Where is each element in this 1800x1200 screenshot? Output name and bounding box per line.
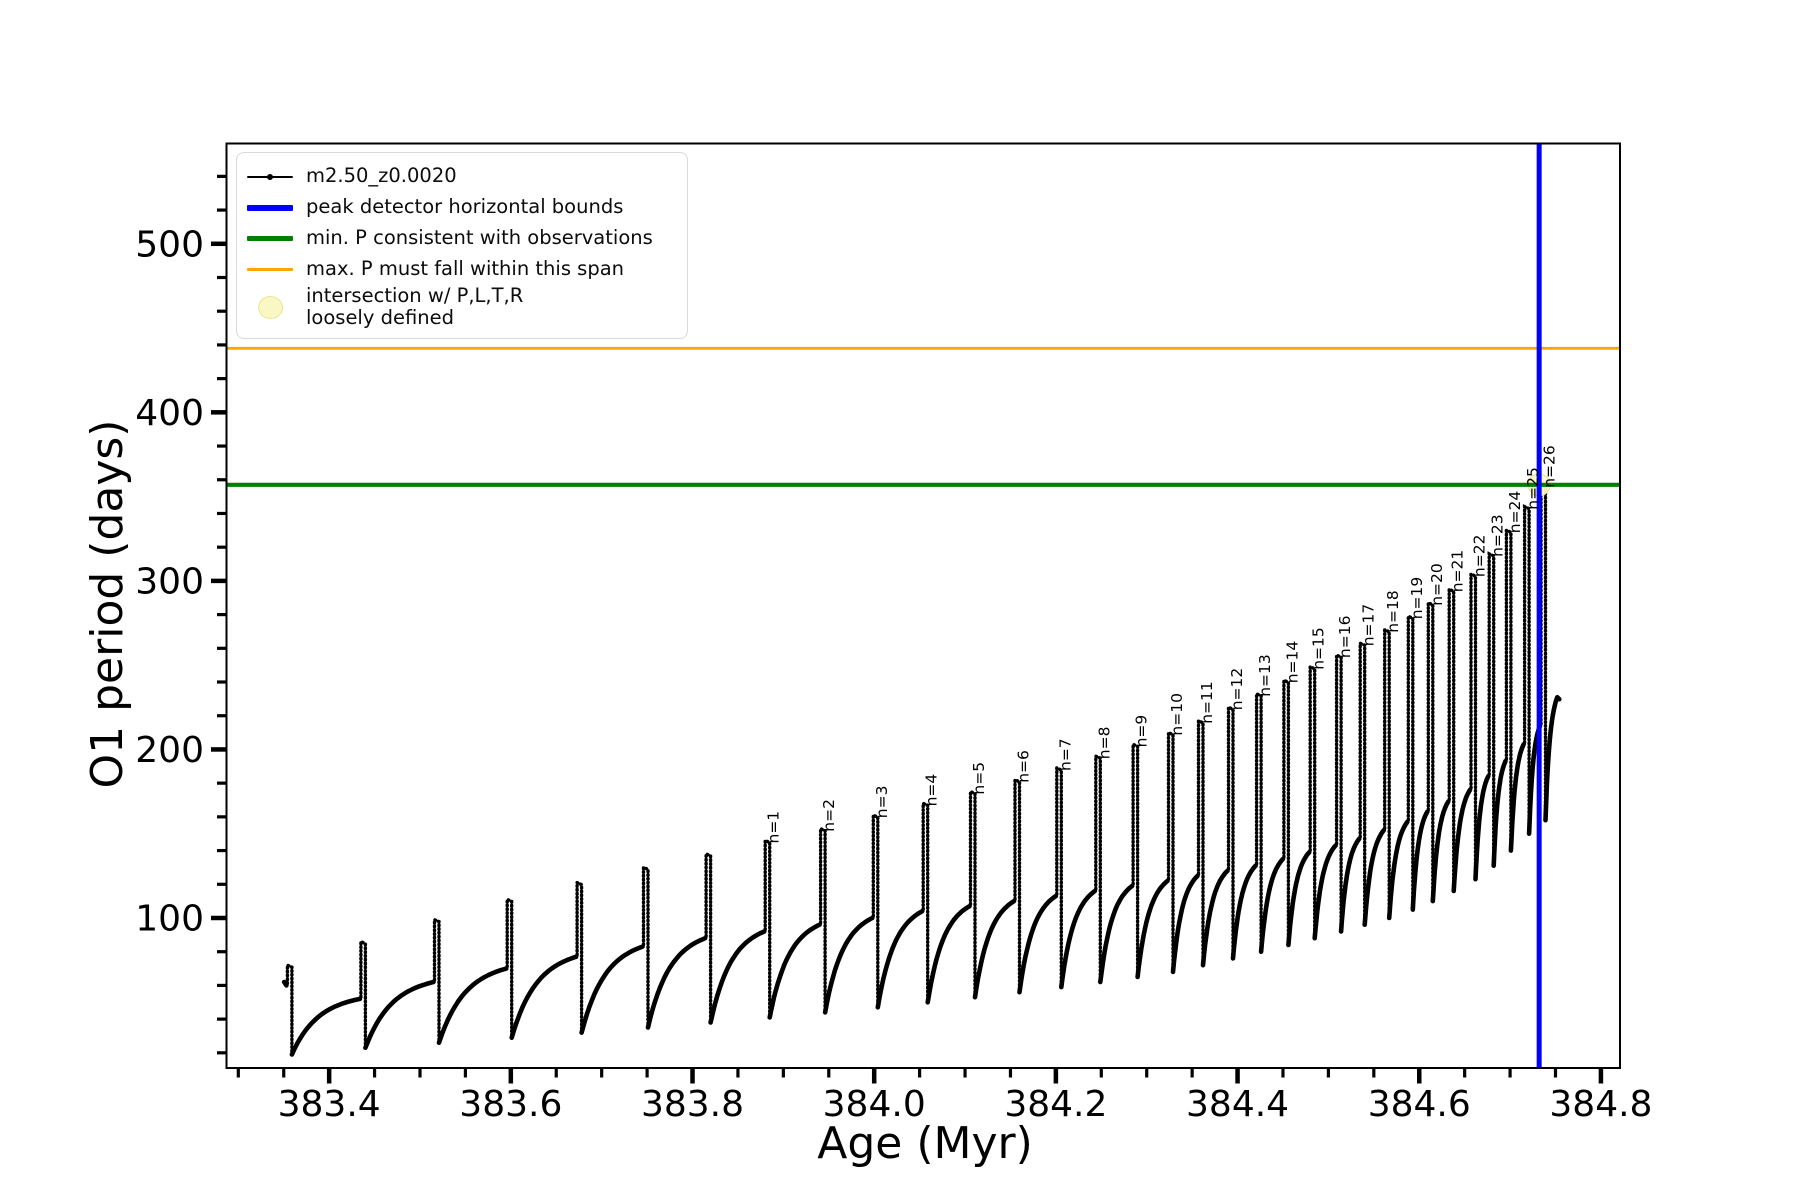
spike-label-n3: n=3 bbox=[873, 786, 891, 819]
spike-label-n25: n=25 bbox=[1524, 467, 1542, 510]
x-tick-label: 383.4 bbox=[278, 1084, 381, 1125]
line-swatch bbox=[247, 236, 293, 241]
spike-label-n14: n=14 bbox=[1283, 641, 1301, 684]
spike-label-n12: n=12 bbox=[1228, 668, 1246, 711]
legend-item-0: m2.50_z0.0020 bbox=[247, 161, 675, 192]
legend-item-4: intersection w/ P,L,T,R loosely defined bbox=[247, 284, 675, 330]
spike-label-n1: n=1 bbox=[765, 811, 783, 844]
legend-label: min. P consistent with observations bbox=[306, 226, 653, 250]
legend-label: intersection w/ P,L,T,R loosely defined bbox=[306, 284, 524, 330]
plot-spines bbox=[225, 142, 1621, 1069]
spike-label-n19: n=19 bbox=[1408, 577, 1426, 620]
x-tick-label: 384.8 bbox=[1549, 1084, 1652, 1125]
legend-item-2: min. P consistent with observations bbox=[247, 223, 675, 254]
legend-item-1: peak detector horizontal bounds bbox=[247, 192, 675, 223]
spike-label-n20: n=20 bbox=[1428, 563, 1446, 606]
spike-label-n9: n=9 bbox=[1133, 715, 1151, 748]
swatch-line bbox=[247, 268, 293, 271]
spike-label-n18: n=18 bbox=[1384, 590, 1402, 633]
spike-label-n15: n=15 bbox=[1310, 627, 1328, 670]
line-swatch bbox=[247, 268, 293, 271]
swatch-line bbox=[247, 204, 293, 211]
spike-label-n17: n=17 bbox=[1360, 604, 1378, 647]
spike-label-n11: n=11 bbox=[1198, 681, 1216, 724]
x-tick-label: 383.6 bbox=[459, 1084, 562, 1125]
spike-label-n7: n=7 bbox=[1056, 738, 1074, 771]
legend-label: m2.50_z0.0020 bbox=[306, 164, 457, 188]
y-tick-label: 200 bbox=[135, 730, 204, 771]
y-tick-label: 500 bbox=[135, 224, 204, 265]
data-curve bbox=[281, 694, 1562, 1057]
swatch-dot-marker bbox=[267, 173, 273, 180]
x-axis-label: Age (Myr) bbox=[817, 1118, 1033, 1169]
legend-label: max. P must fall within this span bbox=[306, 257, 625, 281]
spike-label-n4: n=4 bbox=[923, 774, 941, 807]
spike-label-n24: n=24 bbox=[1506, 491, 1524, 534]
y-axis-label: O1 period (days) bbox=[82, 419, 133, 789]
x-tick-label: 384.4 bbox=[1186, 1084, 1289, 1125]
spike-label-n13: n=13 bbox=[1256, 654, 1274, 697]
y-tick-label: 400 bbox=[135, 393, 204, 434]
legend-item-3: max. P must fall within this span bbox=[247, 254, 675, 285]
spike-label-n16: n=16 bbox=[1336, 616, 1354, 659]
spike-label-n2: n=2 bbox=[820, 799, 838, 832]
spike-label-n26: n=26 bbox=[1541, 445, 1559, 488]
swatch-marker bbox=[257, 295, 283, 319]
series-line-dot-swatch bbox=[247, 173, 293, 180]
spike-label-n6: n=6 bbox=[1015, 750, 1033, 783]
yellow-circle-swatch bbox=[247, 295, 293, 319]
spike-label-n23: n=23 bbox=[1489, 514, 1507, 557]
x-tick-label: 383.8 bbox=[641, 1084, 744, 1125]
spike-label-n22: n=22 bbox=[1471, 535, 1489, 578]
data-spikes bbox=[285, 482, 1548, 1057]
spike-label-n10: n=10 bbox=[1168, 693, 1186, 736]
x-tick-label: 384.0 bbox=[823, 1084, 926, 1125]
legend-label: peak detector horizontal bounds bbox=[306, 195, 624, 219]
x-tick-label: 384.6 bbox=[1368, 1084, 1471, 1125]
spike-label-n8: n=8 bbox=[1095, 727, 1113, 760]
spike-label-n21: n=21 bbox=[1449, 550, 1467, 593]
line-swatch bbox=[247, 204, 293, 211]
swatch-line bbox=[247, 236, 293, 241]
x-tick-label: 384.2 bbox=[1004, 1084, 1107, 1125]
y-tick-label: 300 bbox=[135, 561, 204, 602]
y-tick-label: 100 bbox=[135, 898, 204, 939]
spike-label-n5: n=5 bbox=[970, 762, 988, 795]
